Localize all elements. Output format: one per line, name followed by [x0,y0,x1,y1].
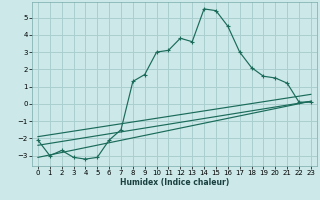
X-axis label: Humidex (Indice chaleur): Humidex (Indice chaleur) [120,178,229,187]
